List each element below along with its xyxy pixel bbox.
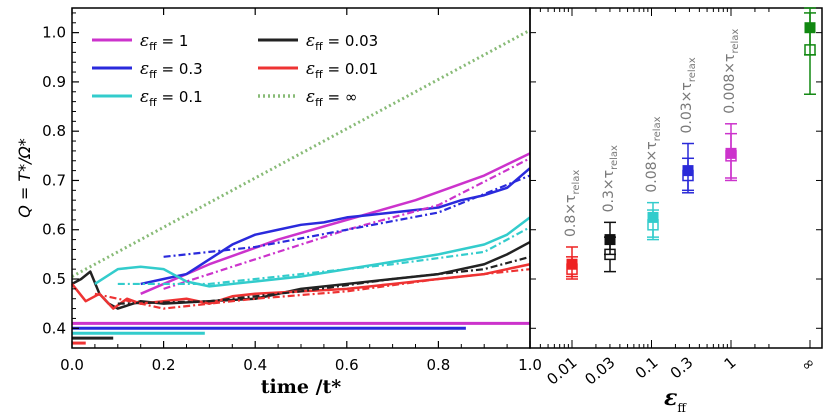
time-series-panel: 0.0 0.2 0.4 0.6 0.8 1.0 0.4 0.5 0.6 0.7 0.8 0.9 1.0… [15,7,542,398]
series-line-0 [140,152,531,295]
right-x-tick-label: 0.1 [632,353,662,382]
right-x-tick-label: 0.01 [543,353,580,388]
epsilon-axis-label: εff [664,385,687,415]
right-axes-frame [529,7,823,349]
x-tick-label: 0.4 [243,356,267,374]
time-range-bars [72,321,530,345]
right-x-tick-label: 0.3 [667,353,697,382]
filled-square [804,22,816,34]
dashed-line-2 [117,255,531,305]
right-x-tick-label: 0.03 [581,353,618,388]
dashed-line-4 [94,268,531,310]
x-axis-label: time /t* [261,376,342,398]
relaxation-labels: 0.8×τrelax 0.3×τrelax 0.08×τrelax 0.03×τrel… [563,29,741,237]
legend: εff = 1 εff = 0.03 εff = 0.3 εff = 0.01 εff … [92,31,378,109]
legend-label-2: εff = 0.3 [140,59,203,81]
relax-label-0: 0.8×τrelax [563,170,582,237]
filled-square [566,258,578,270]
dashed-line-1 [163,174,531,258]
x-tick-label: 0.0 [60,356,84,374]
legend-label-0: εff = 1 [140,31,188,53]
data-points [566,7,816,280]
x-tick-label: 0.6 [335,356,359,374]
legend-label-3: εff = 0.01 [306,59,378,81]
dashed-line-3 [117,226,531,286]
filled-square [682,165,694,177]
legend-label-1: εff = 0.03 [306,31,378,53]
y-tick-label: 0.5 [42,270,66,288]
y-tick-label: 1.0 [42,24,66,42]
x-ticks: 0.0 0.2 0.4 0.6 0.8 1.0 [60,8,542,374]
relax-label-4: 0.008×τrelax [722,29,741,114]
y-tick-label: 0.7 [42,171,66,189]
legend-label-4: εff = 0.1 [140,87,203,109]
dashed-line-0 [163,157,531,290]
relax-label-3: 0.03×τrelax [679,57,698,133]
filled-square [604,234,616,246]
filled-square [647,211,659,223]
relax-label-1: 0.3×τrelax [601,145,620,212]
y-ticks: 0.4 0.5 0.6 0.7 0.8 0.9 1.0 [42,12,79,337]
x-tick-labels: 0.01 0.03 0.1 0.3 1 ∞ [543,353,818,388]
y-tick-label: 0.4 [42,319,66,337]
y-axis-label: Q = T*/Ω* [15,138,34,218]
epsilon-panel: 0.8×τrelax 0.3×τrelax 0.08×τrelax 0.03×τrel… [529,7,823,415]
x-tick-label: 0.2 [152,356,176,374]
y-tick-label: 0.9 [42,73,66,91]
filled-square [725,147,737,159]
relax-label-2: 0.08×τrelax [644,116,663,192]
y-tick-label: 0.8 [42,122,66,140]
legend-label-5: εff = ∞ [306,87,357,109]
series-line-2 [140,167,531,286]
x-tick-label: 0.8 [426,356,450,374]
series-line-5 [71,28,531,278]
y-tick-label: 0.6 [42,221,66,239]
series-line-4 [94,216,531,288]
right-x-tick-label: 1 [721,353,740,373]
x-tick-label: 1.0 [518,356,542,374]
right-x-tick-label: ∞ [797,353,818,375]
dashed-fit-lines [94,157,531,310]
